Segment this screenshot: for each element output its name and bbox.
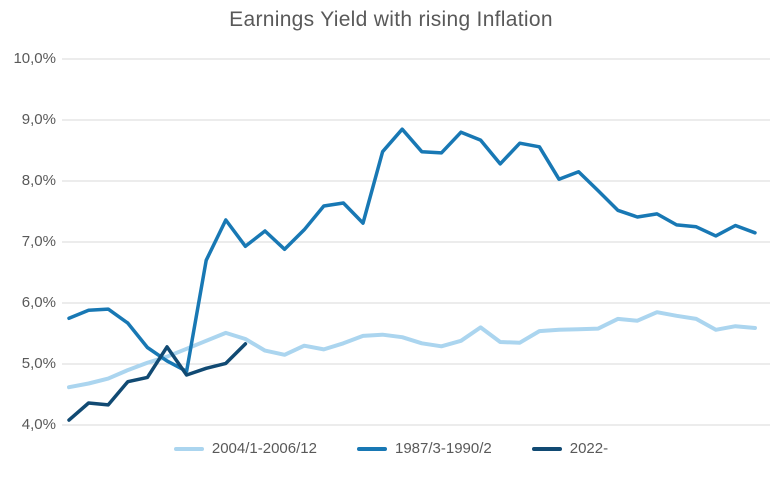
- y-tick-label: 5,0%: [21, 355, 56, 372]
- chart-title: Earnings Yield with rising Inflation: [229, 8, 553, 31]
- legend-item-2022-: 2022-: [531, 440, 609, 457]
- legend-item-2004-1-2006-12: 2004/1-2006/12: [173, 440, 317, 457]
- series-line-1987-3-1990-2: [67, 127, 757, 374]
- legend-label: 2004/1-2006/12: [211, 440, 317, 457]
- legend-label: 2022-: [569, 440, 609, 457]
- y-tick-label: 8,0%: [21, 172, 56, 189]
- legend-item-1987-3-1990-2: 1987/3-1990/2: [356, 440, 492, 457]
- series-line-2022-: [67, 342, 248, 422]
- legend: 2004/1-2006/12 1987/3-1990/2 2022-: [0, 440, 782, 457]
- y-tick-label: 9,0%: [21, 111, 56, 128]
- legend-line-marker: [173, 446, 204, 451]
- y-tick-label: 10,0%: [13, 50, 56, 67]
- legend-label: 1987/3-1990/2: [394, 440, 492, 457]
- legend-line-marker: [356, 446, 387, 451]
- legend-line-marker: [531, 446, 562, 451]
- y-tick-label: 4,0%: [21, 416, 56, 433]
- series-line-2004-1-2006-12: [67, 310, 757, 390]
- y-tick-label: 7,0%: [21, 233, 56, 250]
- y-tick-label: 6,0%: [21, 294, 56, 311]
